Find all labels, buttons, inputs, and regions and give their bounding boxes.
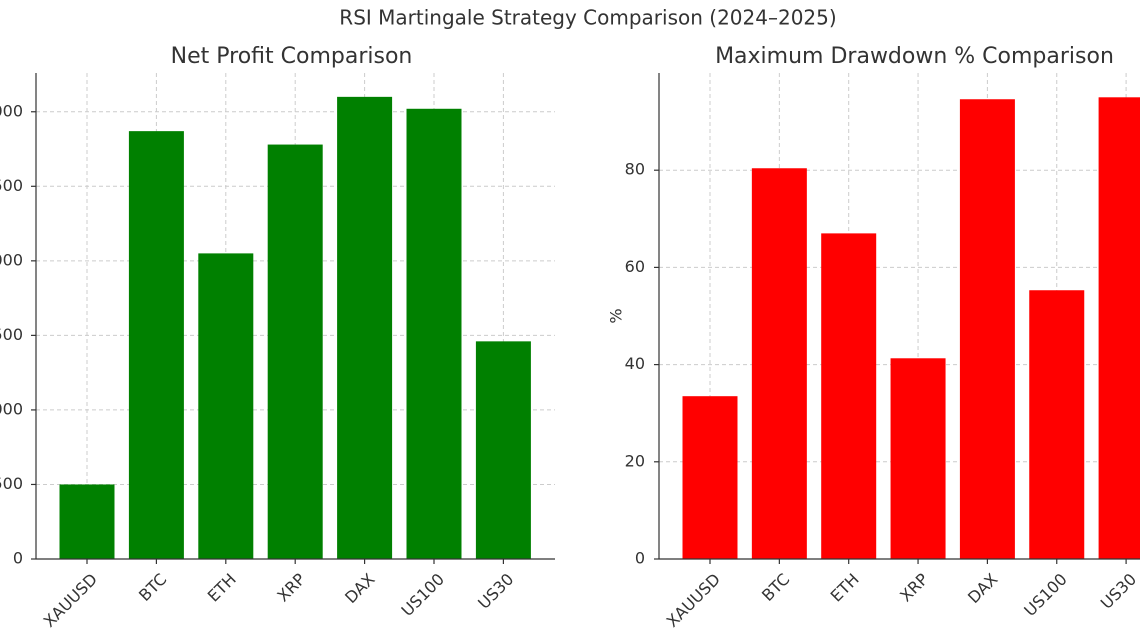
y-tick-label: 80 (625, 160, 645, 179)
y-tick-label: 60 (625, 257, 645, 276)
bar (1098, 97, 1140, 560)
y-tick-label: 40 (625, 354, 645, 373)
chart-title: Net Profit Comparison (171, 44, 413, 69)
x-tick-label: XRP (896, 569, 932, 605)
y-tick-label: 20 (625, 451, 645, 470)
y-tick-label: 1500 (0, 325, 23, 344)
bar (406, 108, 462, 559)
x-tick-label: BTC (135, 570, 170, 605)
y-axis-label: % (607, 308, 626, 323)
x-tick-label: DAX (341, 570, 378, 607)
x-tick-label: US30 (474, 570, 517, 613)
y-tick-label: 500 (0, 474, 23, 493)
y-tick-label: 0 (13, 549, 23, 568)
bar (475, 341, 531, 559)
bar (337, 96, 393, 560)
x-tick-label: US30 (1097, 570, 1140, 613)
y-tick-label: 2500 (0, 176, 23, 195)
x-tick-label: XAUUSD (663, 570, 724, 631)
figure-title: RSI Martingale Strategy Comparison (2024… (339, 6, 836, 30)
x-tick-label: ETH (204, 570, 240, 606)
x-tick-label: XAUUSD (40, 570, 101, 631)
y-tick-label: 0 (635, 549, 645, 568)
x-tick-label: ETH (827, 570, 863, 606)
y-tick-label: 2000 (0, 250, 23, 269)
x-tick-label: US100 (398, 570, 448, 620)
bar (751, 168, 807, 560)
y-tick-label: 1000 (0, 399, 23, 418)
bar (1029, 290, 1085, 559)
bar (59, 484, 115, 559)
bar (128, 131, 184, 559)
x-tick-label: XRP (273, 569, 309, 605)
bar (267, 144, 323, 559)
bar (198, 253, 254, 559)
x-tick-label: DAX (964, 570, 1001, 607)
bar (821, 233, 877, 559)
bar (682, 396, 738, 559)
bar (959, 99, 1015, 559)
y-tick-label: 3000 (0, 101, 23, 120)
chart-title: Maximum Drawdown % Comparison (715, 44, 1114, 69)
bar (890, 358, 946, 559)
x-tick-label: BTC (758, 570, 793, 605)
x-tick-label: US100 (1020, 570, 1070, 620)
